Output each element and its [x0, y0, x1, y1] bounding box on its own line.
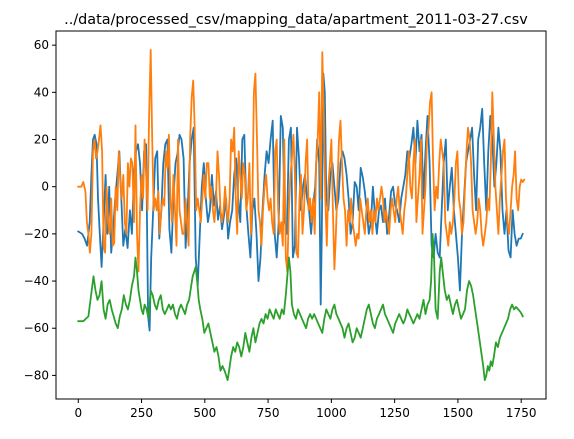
y-tick-label: 20: [34, 133, 49, 147]
series-line-1: [78, 74, 522, 331]
y-tick-label: 0: [41, 180, 49, 194]
y-tick-label: 40: [34, 85, 49, 99]
series-line-2: [78, 50, 524, 272]
x-axis-ticks: 0 250 500 750 1000 1250 1500 1750: [74, 399, 536, 420]
x-tick-label: 500: [193, 406, 216, 420]
x-tick-label: 1000: [316, 406, 347, 420]
x-tick-label: 0: [74, 406, 82, 420]
y-tick-label: −60: [24, 321, 49, 335]
x-tick-label: 1750: [506, 406, 537, 420]
y-tick-label: −80: [24, 368, 49, 382]
x-tick-label: 250: [130, 406, 153, 420]
y-tick-label: −40: [24, 274, 49, 288]
chart-title: ../data/processed_csv/mapping_data/apart…: [64, 12, 528, 28]
y-tick-label: −20: [24, 227, 49, 241]
series-line-3: [78, 234, 522, 380]
y-tick-label: 60: [34, 38, 49, 52]
x-tick-label: 1500: [443, 406, 474, 420]
x-tick-label: 750: [257, 406, 280, 420]
y-axis-ticks: −80 −60 −40 −20 0 20 40 60: [24, 38, 56, 382]
series-group: [78, 50, 524, 380]
x-tick-label: 1250: [379, 406, 410, 420]
